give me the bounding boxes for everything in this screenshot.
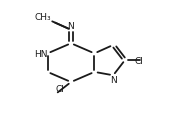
Text: HN: HN — [34, 49, 48, 58]
Text: N: N — [68, 22, 74, 30]
Text: Cl: Cl — [55, 84, 64, 93]
Text: Cl: Cl — [134, 56, 143, 65]
Text: CH₃: CH₃ — [34, 13, 51, 22]
Text: N: N — [110, 76, 117, 85]
